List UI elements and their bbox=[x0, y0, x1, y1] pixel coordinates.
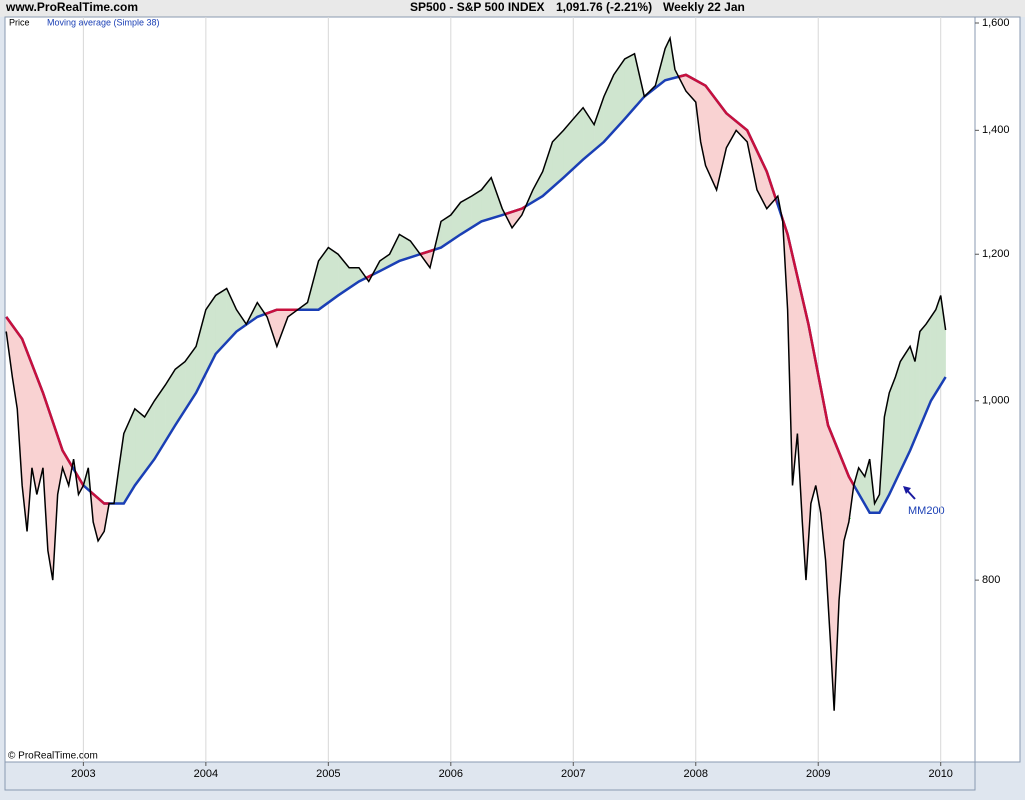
fill-area bbox=[910, 346, 915, 450]
period: Weekly 22 Jan bbox=[663, 0, 745, 14]
quote: 1,091.76 (-2.21%) bbox=[556, 0, 652, 14]
fill-area bbox=[328, 248, 338, 303]
fill-area bbox=[936, 295, 941, 392]
y-tick-label: 1,600 bbox=[982, 17, 1010, 29]
legend-ma: Moving average (Simple 38) bbox=[47, 17, 160, 27]
site: www.ProRealTime.com bbox=[5, 0, 138, 14]
x-tick-label: 2007 bbox=[561, 768, 585, 780]
x-tick-label: 2008 bbox=[684, 768, 708, 780]
x-tick-label: 2004 bbox=[194, 768, 218, 780]
x-tick-label: 2009 bbox=[806, 768, 830, 780]
x-tick-label: 2010 bbox=[928, 768, 952, 780]
plot-area bbox=[5, 17, 975, 762]
y-tick-label: 1,200 bbox=[982, 248, 1010, 260]
y-tick-label: 800 bbox=[982, 574, 1000, 586]
x-tick-label: 2003 bbox=[71, 768, 95, 780]
symbol: SP500 - S&P 500 INDEX bbox=[410, 0, 545, 14]
annotation: MM200 bbox=[908, 505, 945, 517]
fill-area bbox=[926, 317, 931, 412]
x-tick-label: 2005 bbox=[316, 768, 340, 780]
fill-area bbox=[931, 310, 936, 401]
fill-area bbox=[900, 354, 905, 471]
y-tick-label: 1,000 bbox=[982, 395, 1010, 407]
legend-price: Price bbox=[9, 17, 30, 27]
fill-area bbox=[920, 324, 926, 427]
fill-area bbox=[905, 346, 910, 460]
x-tick-label: 2006 bbox=[439, 768, 463, 780]
fill-area bbox=[889, 377, 895, 494]
fill-area bbox=[895, 362, 900, 482]
y-tick-label: 1,400 bbox=[982, 124, 1010, 136]
copyright: © ProRealTime.com bbox=[8, 751, 98, 762]
